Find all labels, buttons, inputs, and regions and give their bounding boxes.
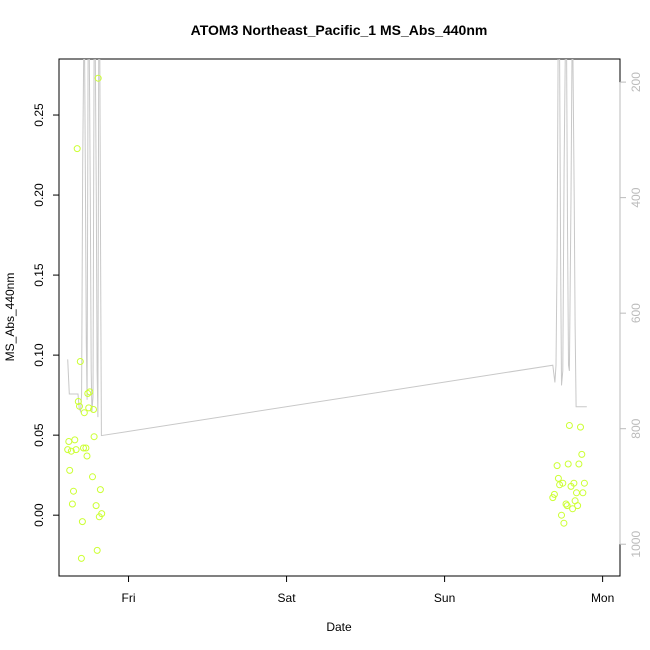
y2-tick-label: 400 xyxy=(629,187,643,207)
data-point xyxy=(83,452,91,460)
data-point xyxy=(94,74,102,82)
data-point xyxy=(565,422,573,429)
data-point xyxy=(71,436,79,444)
data-point xyxy=(558,511,565,519)
data-point xyxy=(73,145,81,153)
data-point xyxy=(98,510,106,518)
y-tick-label: 0.20 xyxy=(32,183,46,207)
x-tick-label: Sat xyxy=(278,591,297,605)
x-tick-label: Fri xyxy=(122,591,136,605)
y2-tick-label: 200 xyxy=(629,72,643,92)
data-point xyxy=(579,489,587,497)
data-point xyxy=(84,390,92,397)
data-point xyxy=(80,409,88,417)
y-tick-label: 0.00 xyxy=(32,503,46,527)
data-point xyxy=(562,500,570,508)
data-point xyxy=(578,450,586,458)
data-point xyxy=(72,446,80,454)
data-point xyxy=(575,460,583,468)
x-axis: Fri Sat Sun Mon xyxy=(122,575,614,605)
data-point xyxy=(580,479,588,487)
data-point xyxy=(76,402,83,410)
data-point xyxy=(553,462,561,470)
y-tick-label: 0.05 xyxy=(32,423,46,447)
data-point xyxy=(74,398,82,405)
y2-tick-label: 600 xyxy=(629,303,643,323)
y-tick-label: 0.25 xyxy=(32,103,46,127)
y2-tick-label: 800 xyxy=(629,418,643,438)
data-point xyxy=(569,505,577,513)
data-point xyxy=(82,444,90,452)
data-point xyxy=(92,502,100,510)
chart-title: ATOM3 Northeast_Pacific_1 MS_Abs_440nm xyxy=(191,22,488,38)
y-axis-label: MS_Abs_440nm xyxy=(3,273,17,362)
data-point xyxy=(77,554,85,562)
data-point xyxy=(68,500,76,508)
data-point xyxy=(80,444,87,452)
y-tick-label: 0.10 xyxy=(32,343,46,367)
data-point xyxy=(560,519,568,527)
data-point xyxy=(64,446,72,454)
series-line-group xyxy=(67,59,587,437)
data-point xyxy=(89,473,96,481)
data-point xyxy=(550,490,558,498)
x-axis-label: Date xyxy=(326,620,352,634)
data-point xyxy=(78,518,86,526)
data-point xyxy=(90,406,97,413)
y-axis: 0.00 0.05 0.10 0.15 0.20 0.25 xyxy=(32,103,60,527)
data-point xyxy=(563,502,571,510)
data-point xyxy=(66,466,74,474)
data-point xyxy=(559,479,567,487)
data-point xyxy=(570,479,578,487)
data-point xyxy=(96,486,104,494)
data-point xyxy=(573,489,580,497)
series-points-group xyxy=(64,74,588,562)
data-point xyxy=(554,474,562,482)
plot-frame xyxy=(58,58,621,577)
y2-axis: 200 400 600 800 1000 xyxy=(619,72,643,558)
data-point xyxy=(65,438,73,445)
y2-tick-label: 1000 xyxy=(629,531,643,558)
data-point xyxy=(564,460,572,468)
data-point xyxy=(67,447,75,455)
data-point xyxy=(70,487,77,495)
x-tick-label: Sun xyxy=(434,591,455,605)
data-point xyxy=(86,388,94,396)
y-tick-label: 0.15 xyxy=(32,263,46,287)
data-point xyxy=(85,404,93,412)
data-point xyxy=(90,433,98,441)
data-point xyxy=(574,502,582,510)
x-tick-label: Mon xyxy=(591,591,614,605)
data-point xyxy=(577,423,584,431)
data-point xyxy=(76,358,84,365)
series-line xyxy=(67,59,587,437)
data-point xyxy=(93,546,101,554)
